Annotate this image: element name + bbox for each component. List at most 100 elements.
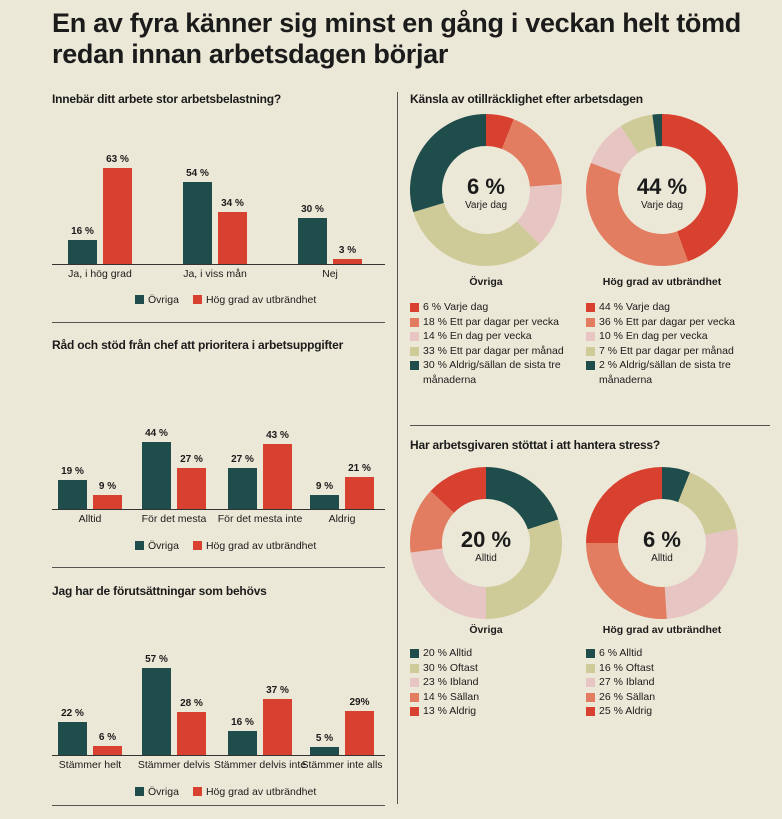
donut-legend-item: 20 % Alltid — [410, 646, 570, 661]
bar-value-label: 37 % — [266, 684, 289, 696]
donut-slice — [486, 467, 559, 530]
legend-label: 26 % Sällan — [599, 690, 656, 703]
divider — [52, 322, 385, 323]
legend-swatch — [586, 361, 595, 370]
bar-value-label: 27 % — [231, 453, 254, 465]
bar-value-label: 57 % — [145, 654, 168, 666]
legend-swatch — [410, 707, 419, 716]
category-label: Ja, i hög grad — [68, 268, 132, 280]
legend-swatch — [192, 787, 202, 796]
donut-slice — [413, 202, 540, 266]
legend-swatch — [586, 303, 595, 312]
bar-ovriga — [58, 480, 87, 509]
legend-item-hog: Hög grad av utbrändhet — [192, 540, 316, 552]
donut-center-value: 20 % — [460, 527, 512, 552]
bar-value-label: 16 % — [231, 716, 254, 728]
legend-label: 20 % Alltid — [423, 647, 473, 659]
donut-group-label: Hög grad av utbrändhet — [602, 276, 722, 288]
donut-legend-item: 25 % Aldrig — [586, 704, 746, 719]
donut-group-label: Övriga — [469, 624, 503, 636]
bar-value-label: 28 % — [180, 698, 203, 710]
category-label: Stämmer inte alls — [301, 759, 383, 771]
category-label: Ja, i viss mån — [183, 268, 247, 280]
bar-hog-grad — [218, 212, 247, 264]
donut-slice — [502, 119, 562, 187]
donut-center-label: 6 % Varje dag — [426, 174, 546, 211]
donut-slice — [678, 472, 737, 535]
bar-value-label: 30 % — [301, 204, 324, 216]
bar-value-label: 19 % — [61, 466, 84, 478]
donut-chart — [410, 467, 562, 619]
donut-slice — [664, 528, 738, 619]
legend-swatch — [135, 295, 144, 304]
donut-center-value: 6 % — [467, 174, 505, 199]
bar-chart-baseline — [52, 509, 385, 510]
legend-item-ovriga: Övriga — [135, 540, 179, 552]
donut-center-caption: Alltid — [475, 553, 497, 564]
bar-value-label: 54 % — [186, 167, 209, 179]
donut-slice — [591, 126, 639, 175]
bar-value-label: 9 % — [315, 481, 334, 493]
legend-label: Hög grad av utbrändhet — [205, 294, 317, 306]
legend-swatch — [586, 332, 595, 341]
legend-label: 6 % Varje dag — [423, 301, 489, 313]
legend-swatch — [410, 663, 419, 673]
bar-ovriga — [183, 181, 212, 264]
donut-center-caption: Alltid — [651, 553, 673, 564]
donut-legend-item: 16 % Oftast — [586, 661, 746, 676]
legend-label: 36 % Ett par dagar per vecka — [599, 315, 735, 328]
donut-legend-item: 30 % Oftast — [410, 661, 570, 676]
donut-legend-item: 7 % Ett par dagar per månad — [586, 344, 746, 359]
donut-center-label: 6 % Alltid — [602, 527, 722, 564]
donut-legend-item: 14 % En dag per vecka — [410, 329, 570, 344]
donut-slice — [662, 114, 738, 262]
legend-label: 30 % Oftast — [423, 661, 478, 674]
donut-center-caption: Varje dag — [640, 200, 684, 211]
donut-center-label: 20 % Alltid — [426, 527, 546, 564]
chart-legend: Övriga Hög grad av utbrändhet — [135, 540, 316, 552]
legend-swatch — [586, 692, 595, 702]
donut-slice — [620, 114, 657, 153]
chart-legend: Övriga Hög grad av utbrändhet — [135, 786, 316, 798]
category-label: För det mesta inte — [217, 513, 303, 525]
donut-legend: 44 % Varje dag 36 % Ett par dagar per vec… — [586, 300, 746, 387]
legend-label: 33 % Ett par dagar per månad — [423, 344, 564, 357]
legend-swatch — [586, 649, 595, 658]
donut-center-value: 44 % — [636, 174, 688, 199]
bar-hog-grad — [93, 495, 122, 509]
legend-swatch — [135, 787, 144, 796]
legend-label: Hög grad av utbrändhet — [205, 786, 317, 798]
legend-label: 14 % Sällan — [423, 690, 480, 703]
legend-label: 13 % Aldrig — [423, 705, 477, 717]
legend-label: 18 % Ett par dagar per vecka — [423, 315, 559, 328]
legend-swatch — [586, 346, 595, 356]
legend-swatch — [135, 541, 144, 550]
donut-slice — [410, 548, 486, 619]
bar-chart-title: Innebär ditt arbete stor arbetsbelastnin… — [52, 92, 281, 106]
bar-ovriga — [310, 495, 339, 509]
donut-slice — [586, 162, 688, 266]
bar-value-label: 3 % — [338, 245, 357, 257]
legend-label: Övriga — [148, 294, 179, 306]
donut-legend-item: 10 % En dag per vecka — [586, 329, 746, 344]
bar-hog-grad — [93, 745, 122, 755]
legend-swatch — [410, 303, 419, 312]
bar-value-label: 5 % — [315, 733, 334, 745]
donut-legend-item: 36 % Ett par dagar per vecka — [586, 315, 746, 330]
divider — [52, 805, 385, 806]
donut-slice — [410, 114, 486, 213]
donut-group-label: Hög grad av utbrändhet — [602, 624, 722, 636]
donut-slice — [410, 490, 454, 553]
category-label: Alltid — [78, 513, 102, 525]
bar-value-label: 16 % — [71, 225, 94, 237]
donut-slice — [516, 184, 562, 245]
legend-label: 27 % Ibland — [599, 676, 655, 688]
legend-label: 23 % Ibland — [423, 676, 479, 688]
donut-chart — [410, 114, 562, 266]
donut-slice — [662, 467, 690, 503]
bar-ovriga — [142, 442, 171, 509]
bar-value-label: 43 % — [266, 429, 289, 441]
legend-swatch — [586, 678, 595, 687]
legend-swatch — [192, 541, 202, 550]
bar-value-label: 21 % — [348, 463, 371, 475]
